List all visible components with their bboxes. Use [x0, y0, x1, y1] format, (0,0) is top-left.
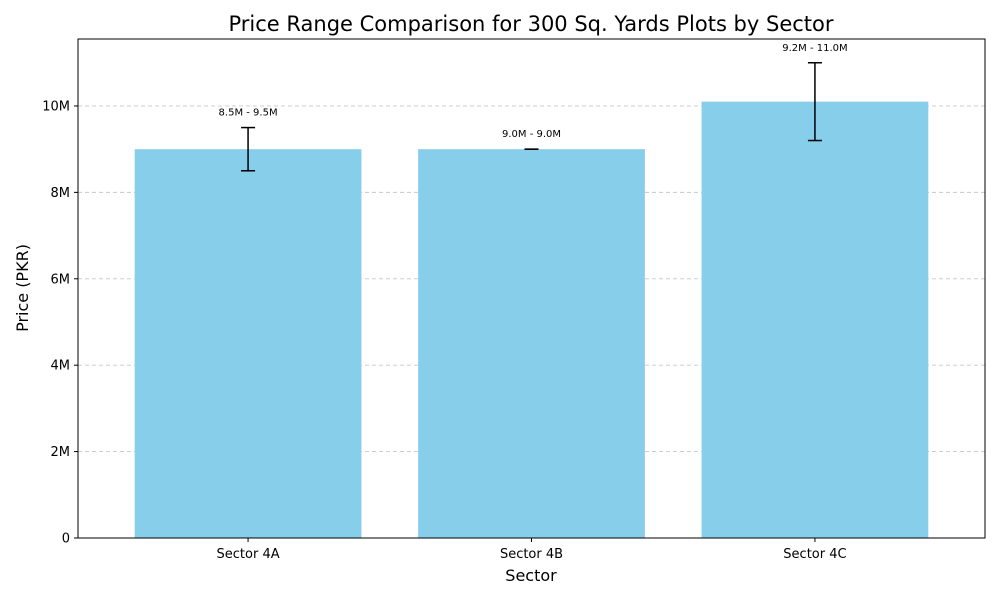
y-axis-label: Price (PKR): [13, 244, 32, 332]
x-tick-label: Sector 4C: [783, 547, 846, 562]
bar: [418, 149, 645, 539]
bar: [134, 149, 362, 539]
range-labels: 8.5M - 9.5M 9.0M - 9.0M 9.2M - 11.0M: [219, 43, 848, 140]
chart-title: Price Range Comparison for 300 Sq. Yards…: [228, 12, 833, 36]
x-tick-label: Sector 4B: [500, 547, 563, 562]
y-tick-label: 2M: [51, 445, 71, 460]
bars: [134, 101, 929, 539]
x-tick-label: Sector 4A: [217, 547, 280, 562]
x-axis: Sector 4A Sector 4B Sector 4C: [217, 538, 847, 562]
bar: [701, 101, 929, 538]
range-label: 9.0M - 9.0M: [502, 129, 561, 140]
error-bars: [241, 62, 822, 172]
y-tick-label: 8M: [51, 186, 71, 201]
y-tick-label: 6M: [51, 272, 71, 287]
y-tick-label: 0: [62, 532, 70, 547]
y-axis: 0 2M 4M 6M 8M 10M: [42, 99, 78, 547]
range-label: 8.5M - 9.5M: [219, 108, 278, 119]
y-tick-label: 10M: [42, 99, 70, 114]
range-label: 9.2M - 11.0M: [782, 43, 847, 54]
x-axis-label: Sector: [505, 566, 557, 585]
y-tick-label: 4M: [51, 359, 71, 374]
